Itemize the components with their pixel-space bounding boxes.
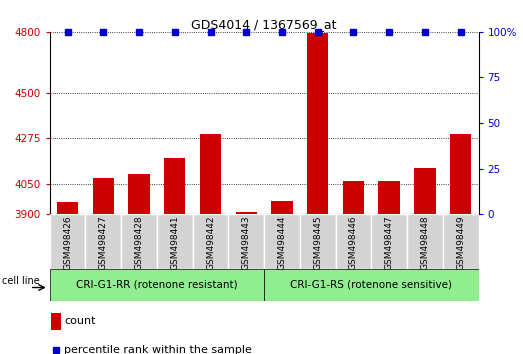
Bar bbox=[343, 181, 364, 354]
FancyBboxPatch shape bbox=[50, 214, 85, 269]
FancyBboxPatch shape bbox=[85, 214, 121, 269]
Text: GSM498444: GSM498444 bbox=[278, 216, 287, 270]
Text: cell line: cell line bbox=[3, 276, 40, 286]
FancyBboxPatch shape bbox=[371, 214, 407, 269]
FancyBboxPatch shape bbox=[121, 214, 157, 269]
Bar bbox=[93, 178, 114, 354]
FancyBboxPatch shape bbox=[229, 214, 264, 269]
Title: GDS4014 / 1367569_at: GDS4014 / 1367569_at bbox=[191, 18, 337, 31]
Text: GSM498445: GSM498445 bbox=[313, 216, 322, 270]
Bar bbox=[379, 181, 400, 354]
Text: GSM498446: GSM498446 bbox=[349, 216, 358, 270]
Bar bbox=[271, 201, 293, 354]
Text: GSM498447: GSM498447 bbox=[385, 216, 394, 270]
FancyBboxPatch shape bbox=[192, 214, 229, 269]
Text: CRI-G1-RR (rotenone resistant): CRI-G1-RR (rotenone resistant) bbox=[76, 280, 238, 290]
Text: percentile rank within the sample: percentile rank within the sample bbox=[64, 344, 252, 354]
FancyBboxPatch shape bbox=[300, 214, 336, 269]
Bar bbox=[235, 212, 257, 354]
FancyBboxPatch shape bbox=[336, 214, 371, 269]
Text: GSM498442: GSM498442 bbox=[206, 216, 215, 270]
Text: GSM498426: GSM498426 bbox=[63, 216, 72, 270]
Bar bbox=[450, 134, 471, 354]
Text: GSM498443: GSM498443 bbox=[242, 216, 251, 270]
FancyBboxPatch shape bbox=[264, 269, 479, 301]
Bar bbox=[414, 167, 436, 354]
FancyBboxPatch shape bbox=[407, 214, 443, 269]
Bar bbox=[200, 134, 221, 354]
FancyBboxPatch shape bbox=[157, 214, 192, 269]
FancyBboxPatch shape bbox=[264, 214, 300, 269]
Text: CRI-G1-RS (rotenone sensitive): CRI-G1-RS (rotenone sensitive) bbox=[290, 280, 452, 290]
Bar bbox=[164, 159, 186, 354]
Bar bbox=[57, 202, 78, 354]
Bar bbox=[307, 33, 328, 354]
Bar bbox=[51, 313, 61, 330]
Bar bbox=[128, 174, 150, 354]
Text: GSM498441: GSM498441 bbox=[170, 216, 179, 270]
Text: GSM498427: GSM498427 bbox=[99, 216, 108, 270]
FancyBboxPatch shape bbox=[50, 269, 264, 301]
Text: GSM498449: GSM498449 bbox=[456, 216, 465, 270]
FancyBboxPatch shape bbox=[443, 214, 479, 269]
Text: GSM498448: GSM498448 bbox=[420, 216, 429, 270]
Text: count: count bbox=[64, 316, 96, 326]
Text: GSM498428: GSM498428 bbox=[134, 216, 143, 270]
